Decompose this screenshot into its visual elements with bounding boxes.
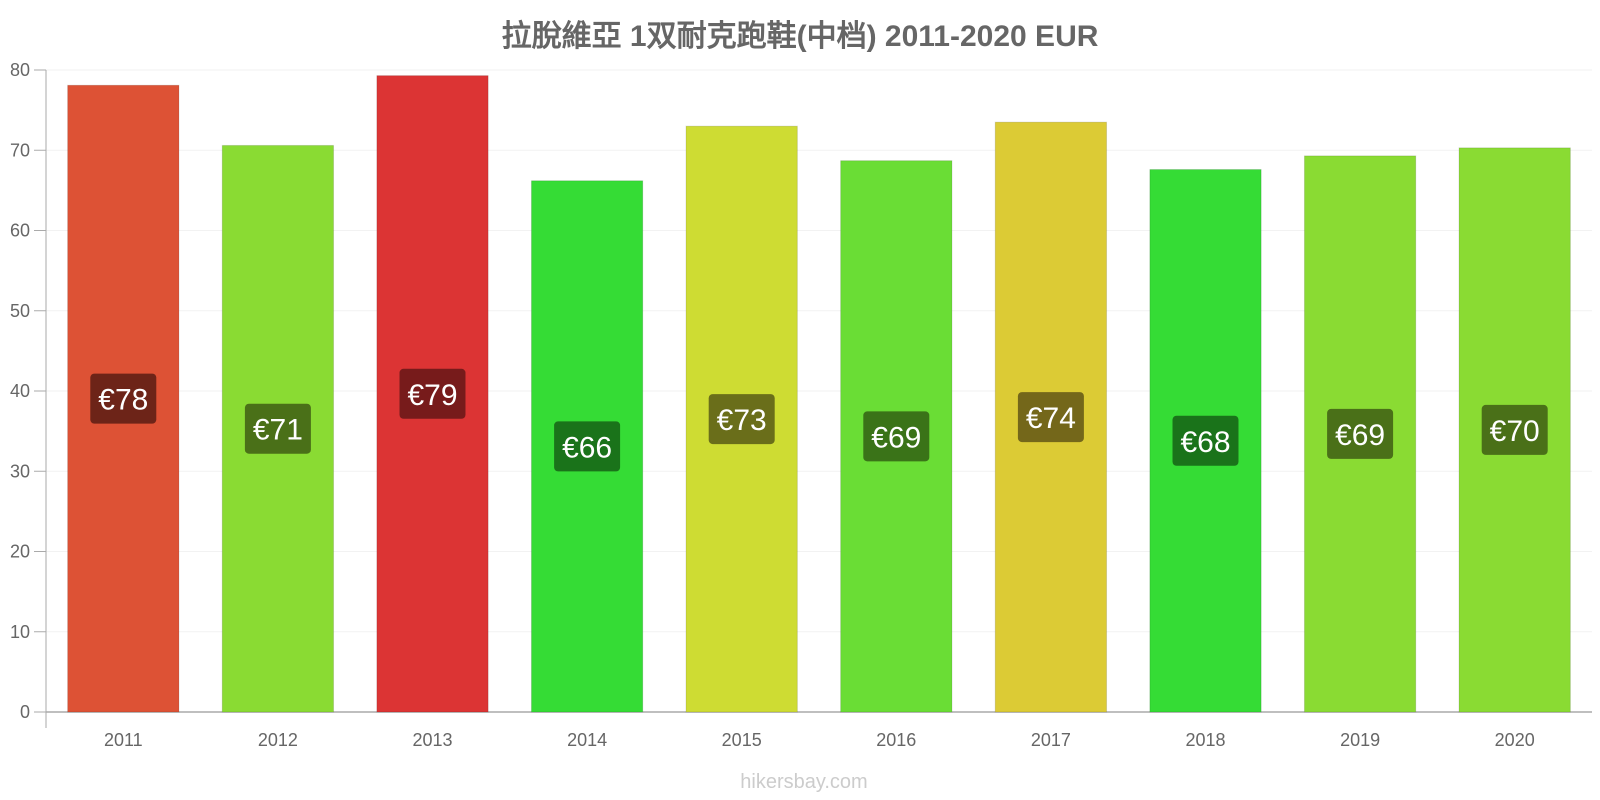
- data-label: €69: [871, 421, 921, 454]
- data-label: €69: [1335, 419, 1385, 452]
- data-label: €78: [98, 384, 148, 417]
- source-credit: hikersbay.com: [740, 771, 867, 793]
- data-label-badge: [863, 411, 930, 462]
- data-label-badge: [90, 373, 157, 424]
- data-labels: €78 €71 €79 €66 €73 €69 €74 €68 €69 €70: [90, 368, 1548, 472]
- bars: [67, 75, 1571, 713]
- data-label-badge: [554, 421, 621, 472]
- data-label-badge: [708, 394, 775, 445]
- y-tick-label: 30: [10, 461, 30, 481]
- x-tick-label: 2015: [722, 730, 762, 750]
- data-label-badge: [1172, 415, 1239, 466]
- chart-title: 拉脫維亞 1双耐克跑鞋(中档) 2011-2020 EUR: [502, 19, 1099, 53]
- y-tick-label: 70: [10, 140, 30, 160]
- x-tick-label: 2020: [1495, 730, 1535, 750]
- y-tick-label: 50: [10, 301, 30, 321]
- y-tick-label: 40: [10, 381, 30, 401]
- data-label-badge: [399, 368, 466, 419]
- data-label: €73: [717, 404, 767, 437]
- data-label-badge: [1327, 408, 1394, 459]
- data-label-badge: [1017, 392, 1084, 443]
- data-label: €71: [253, 414, 303, 447]
- y-tick-label: 10: [10, 622, 30, 642]
- x-tick-label: 2018: [1185, 730, 1225, 750]
- x-tick-label: 2011: [104, 730, 143, 750]
- data-label: €74: [1026, 402, 1076, 435]
- data-label-badge: [1481, 404, 1548, 455]
- data-label-badge: [244, 403, 311, 454]
- y-tick-label: 20: [10, 542, 30, 562]
- y-tick-label: 0: [20, 702, 30, 722]
- data-label: €70: [1490, 415, 1540, 448]
- x-tick-label: 2013: [412, 730, 452, 750]
- data-label: €79: [407, 379, 457, 412]
- x-tick-label: 2014: [567, 730, 607, 750]
- y-tick-label: 80: [10, 60, 30, 80]
- x-tick-label: 2016: [876, 730, 916, 750]
- data-label: €66: [562, 431, 612, 464]
- x-tick-label: 2012: [258, 730, 298, 750]
- x-tick-label: 2017: [1031, 730, 1071, 750]
- y-tick-label: 60: [10, 221, 30, 241]
- x-tick-label: 2019: [1340, 730, 1380, 750]
- data-label: €68: [1180, 426, 1230, 459]
